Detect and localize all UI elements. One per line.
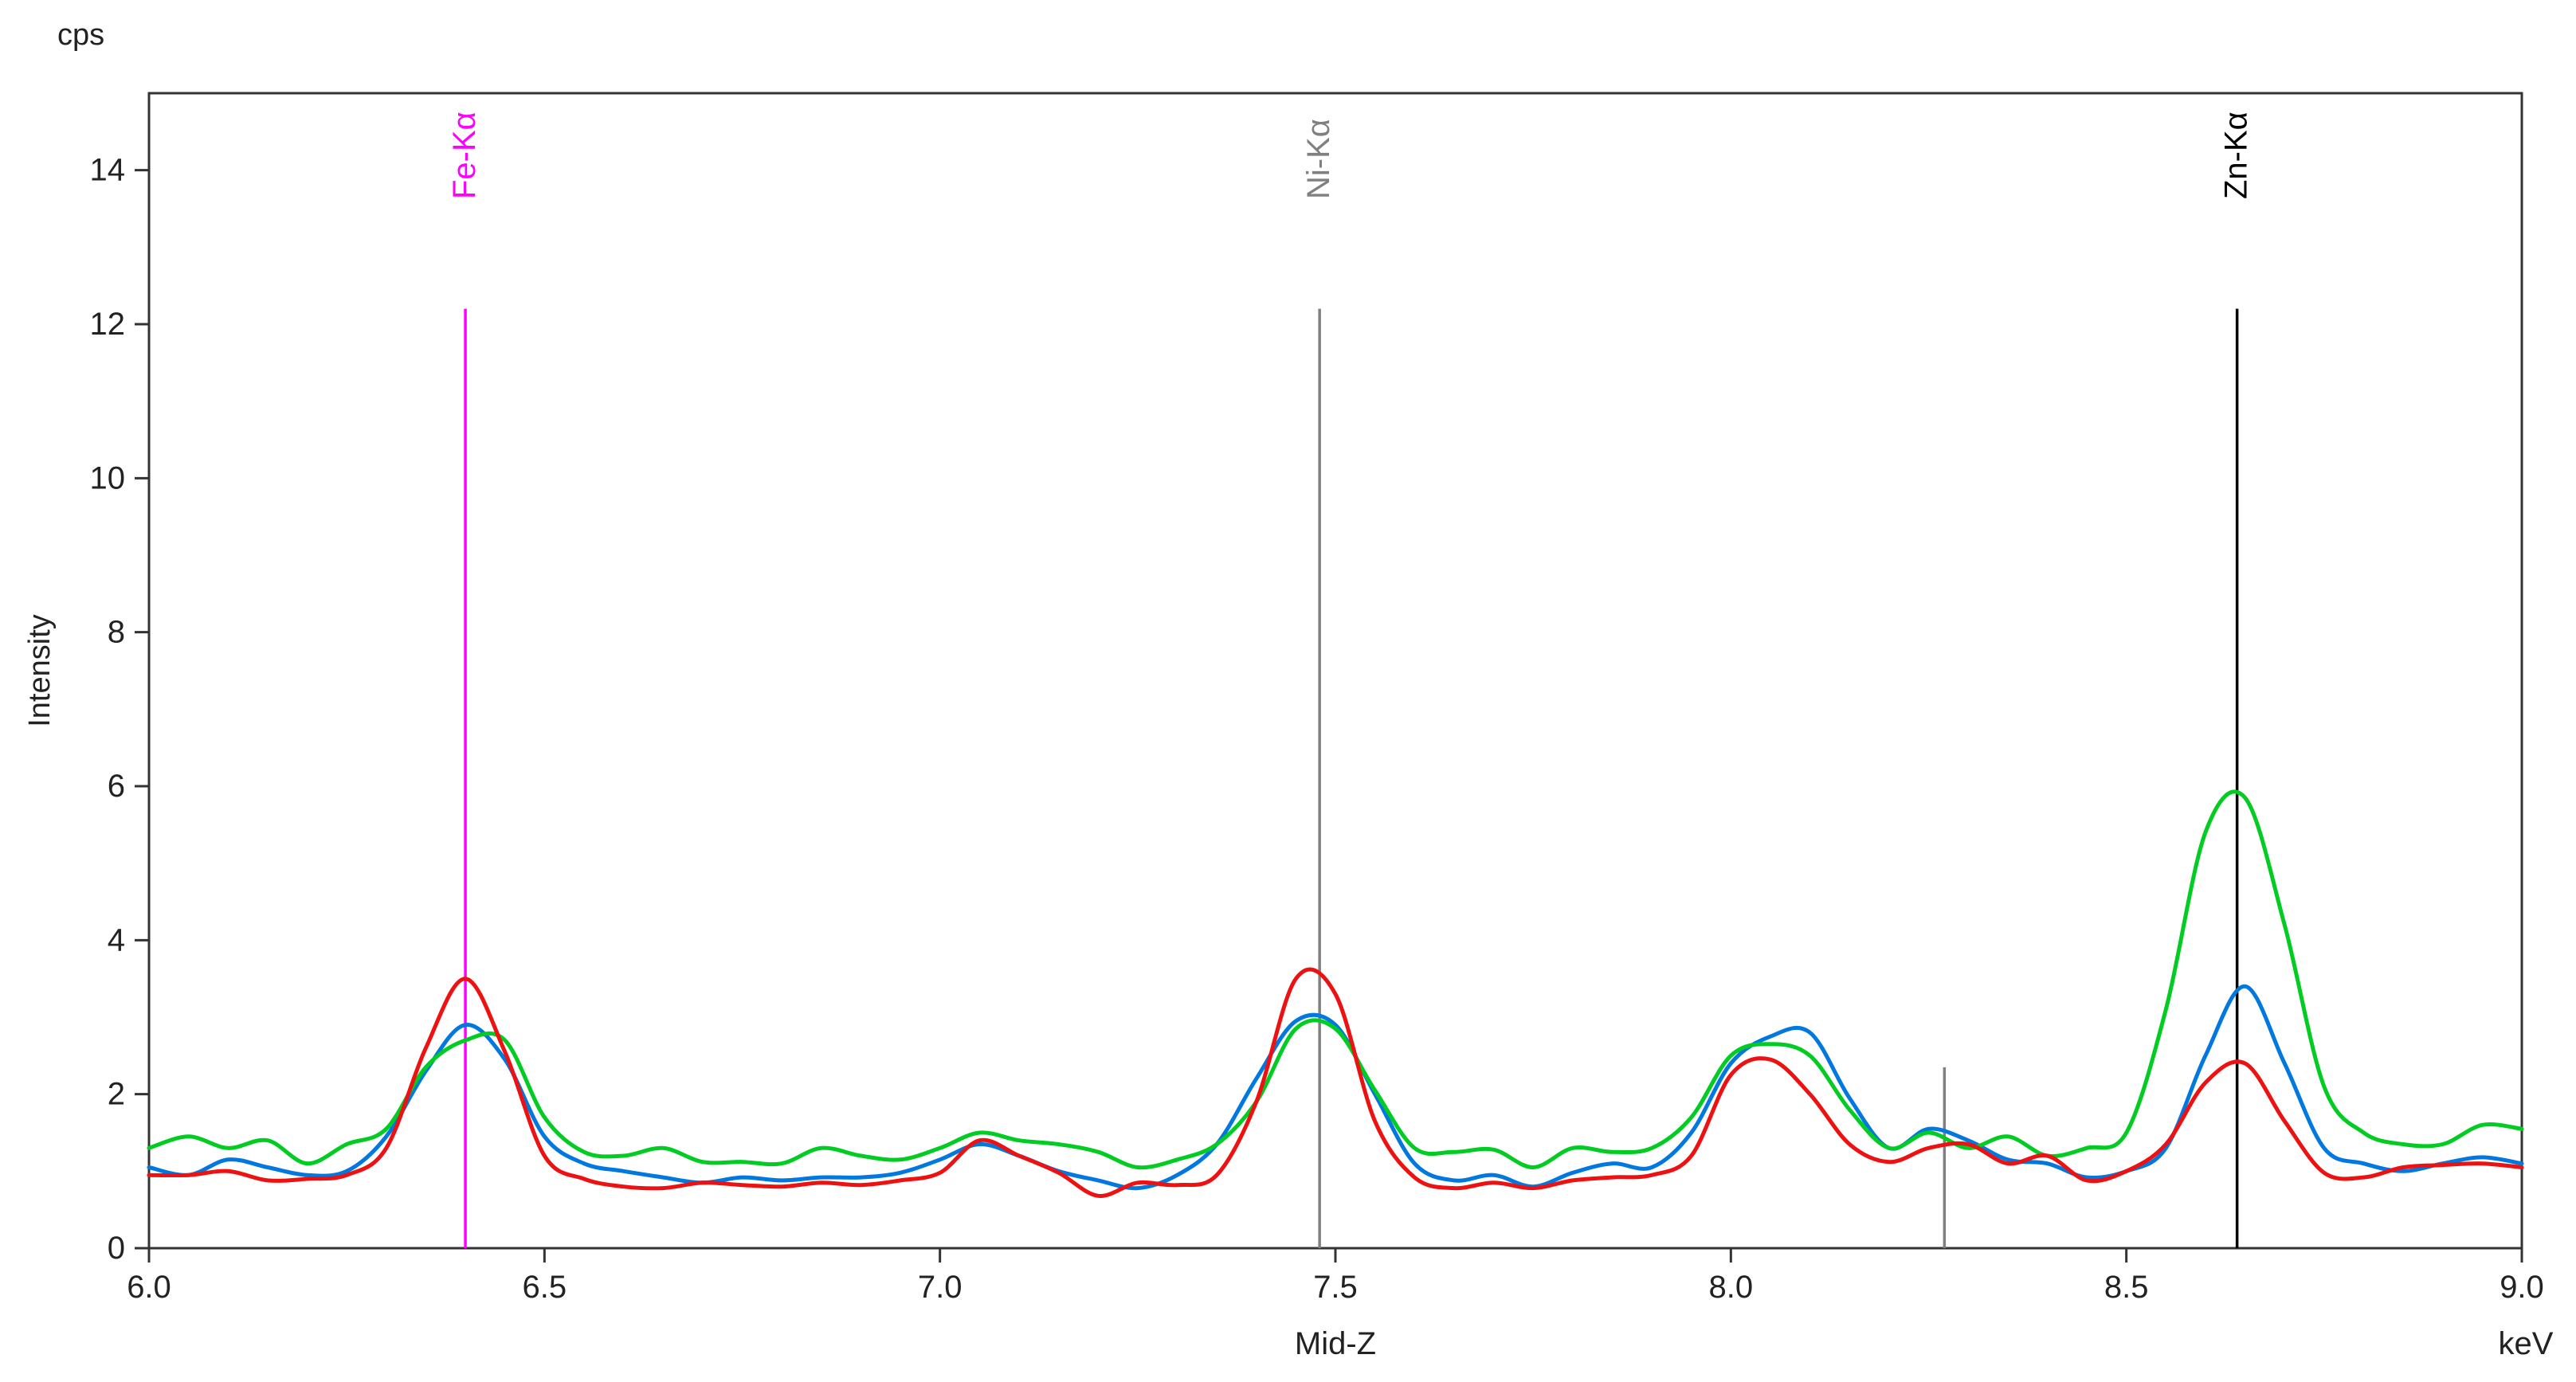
y-tick-label: 4 [108, 922, 125, 957]
plot-frame [147, 92, 2523, 1250]
y-tick-label: 6 [108, 769, 125, 804]
y-tick-label: 2 [108, 1077, 125, 1112]
marker-label: Ni-Kα [1301, 119, 1336, 199]
spectrum-series [147, 789, 2524, 1198]
y-axis: 0 2 4 6 8 10 12 14 [90, 153, 149, 1266]
y-tick-label: 0 [108, 1231, 125, 1266]
x-tick-label: 9.0 [2500, 1270, 2544, 1305]
y-tick-label: 10 [90, 460, 126, 495]
x-tick-label: 8.0 [1709, 1270, 1754, 1305]
x-tick-label: 7.5 [1313, 1270, 1358, 1305]
y-tick-label: 14 [90, 153, 126, 188]
y-unit-label: cps [57, 18, 104, 52]
y-tick-label: 12 [90, 307, 126, 342]
y-axis-label: Intensity [23, 614, 57, 727]
x-tick-label: 6.5 [523, 1270, 567, 1305]
x-tick-label: 7.0 [918, 1270, 963, 1305]
y-tick-label: 8 [108, 615, 125, 650]
x-axis-label: Mid-Z [1295, 1326, 1376, 1361]
x-unit-label: keV [2499, 1326, 2554, 1361]
marker-label: Zn-Kα [2219, 112, 2254, 199]
x-tick-label: 8.5 [2104, 1270, 2149, 1305]
series-line-3 [147, 967, 2524, 1198]
element-markers: Fe-Kα Ni-Kα Zn-Kα [447, 112, 2254, 1248]
x-axis: 6.0 6.5 7.0 7.5 8.0 8.5 9.0 [127, 1248, 2544, 1305]
series-line-2 [147, 789, 2524, 1170]
marker-label: Fe-Kα [447, 112, 482, 199]
x-tick-label: 6.0 [127, 1270, 171, 1305]
